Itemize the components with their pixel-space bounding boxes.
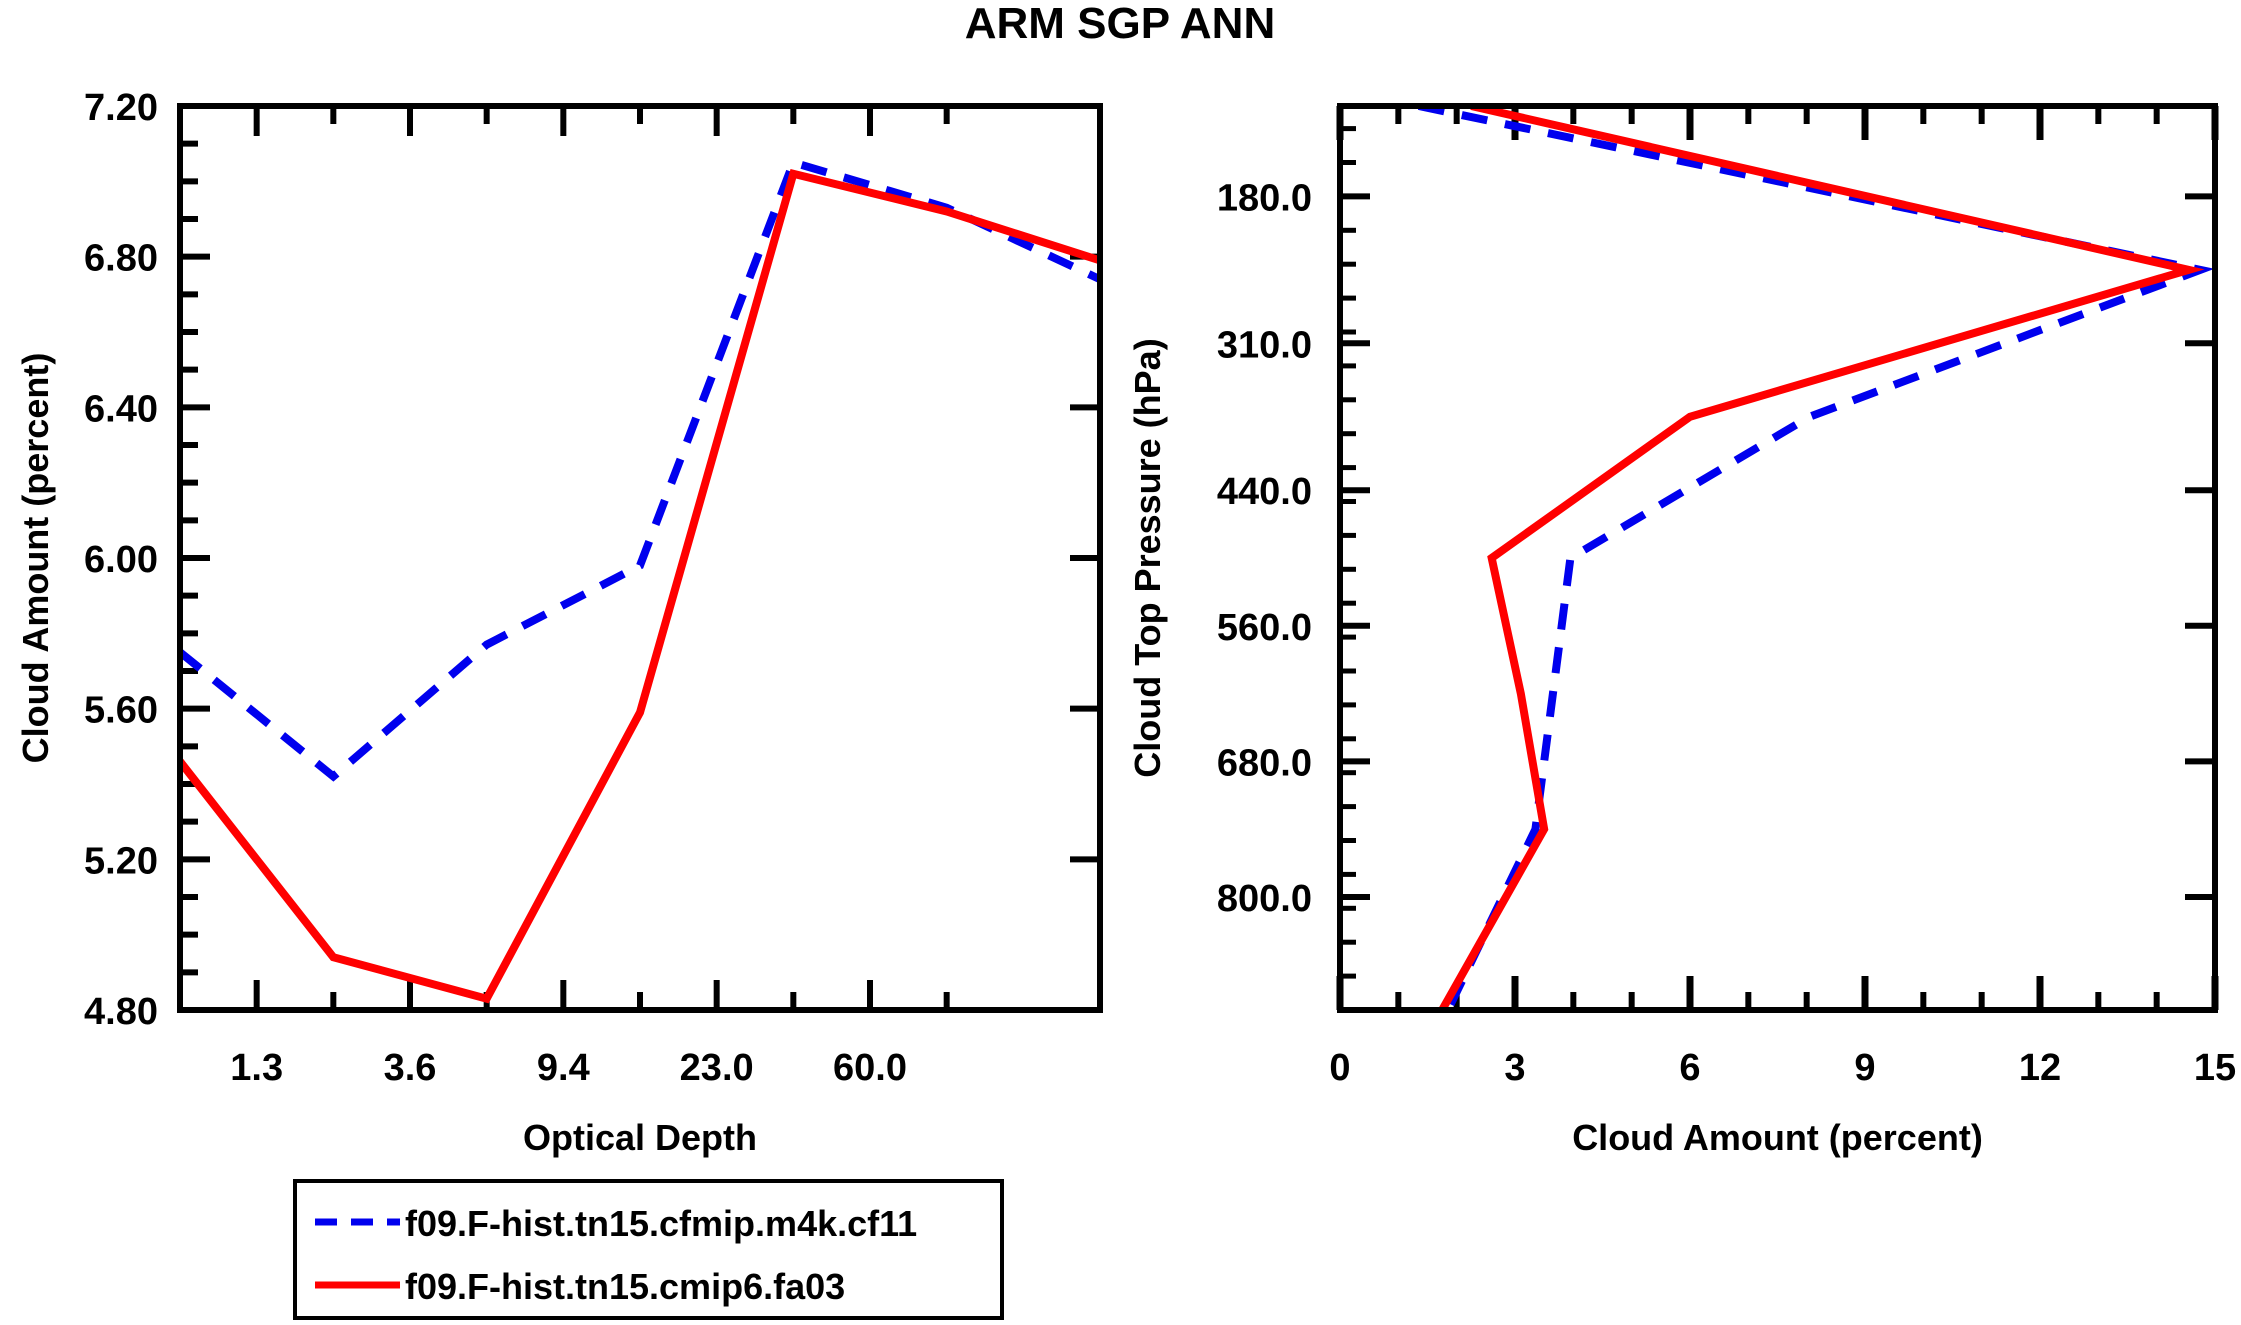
optical-depth-panel: 4.80 5.20 5.60 6.00 6.40 6.80 7.20 1.3 3.6 9.4 23… [15,87,1103,1158]
page-title: ARM SGP ANN [965,0,1275,48]
y-tick-label: 440.0 [1217,471,1312,513]
x-tick-label: 3.6 [384,1047,437,1089]
y-tick-label: 560.0 [1217,607,1312,649]
x-tick-label: 1.3 [230,1047,283,1089]
y-tick-label: 180.0 [1217,177,1312,219]
left-y-axis-title: Cloud Amount (percent) [15,353,56,764]
y-tick-label: 5.20 [84,840,158,882]
y-tick-label: 6.00 [84,539,158,581]
y-tick-label: 680.0 [1217,742,1312,784]
right-x-tick-labels: 0 3 6 9 12 15 [1329,1047,2236,1089]
plot-frame [1337,103,2218,1013]
x-tick-label: 15 [2194,1047,2236,1089]
right-y-axis-title: Cloud Top Pressure (hPa) [1127,338,1168,777]
y-tick-label: 4.80 [84,991,158,1033]
left-x-tick-labels: 1.3 3.6 9.4 23.0 60.0 [230,1047,907,1089]
legend: f09.F-hist.tn15.cfmip.m4k.cf11 f09.F-his… [293,1179,1004,1320]
legend-label-series-1: f09.F-hist.tn15.cfmip.m4k.cf11 [405,1203,917,1244]
right-y-tick-labels: 180.0 310.0 440.0 560.0 680.0 800.0 [1217,177,1312,920]
x-tick-label: 60.0 [833,1047,907,1089]
right-plot-ticks [1336,106,2219,1010]
x-tick-label: 6 [1679,1047,1700,1089]
x-tick-label: 23.0 [680,1047,754,1089]
y-tick-label: 7.20 [84,87,158,129]
left-y-tick-labels: 4.80 5.20 5.60 6.00 6.40 6.80 7.20 [84,87,158,1033]
y-tick-label: 800.0 [1217,878,1312,920]
right-x-axis-title: Cloud Amount (percent) [1572,1117,1983,1158]
x-tick-label: 3 [1504,1047,1525,1089]
y-tick-label: 5.60 [84,690,158,732]
y-tick-label: 6.80 [84,238,158,280]
x-tick-label: 9.4 [537,1047,590,1089]
right-plot-series [1417,109,2212,1007]
legend-border [293,1179,1004,1320]
series-line-2 [1439,109,2205,1007]
left-plot-ticks [177,103,1103,1013]
x-tick-label: 12 [2019,1047,2061,1089]
right-plot-frame [1337,103,2218,1013]
y-tick-label: 310.0 [1217,324,1312,366]
y-tick-label: 6.40 [84,388,158,430]
x-tick-label: 0 [1329,1047,1350,1089]
series-line-2 [183,168,1097,1004]
legend-label-series-2: f09.F-hist.tn15.cmip6.fa03 [405,1266,845,1307]
x-tick-label: 9 [1854,1047,1875,1089]
left-plot-series [183,157,1097,1004]
left-x-axis-title: Optical Depth [523,1117,757,1158]
